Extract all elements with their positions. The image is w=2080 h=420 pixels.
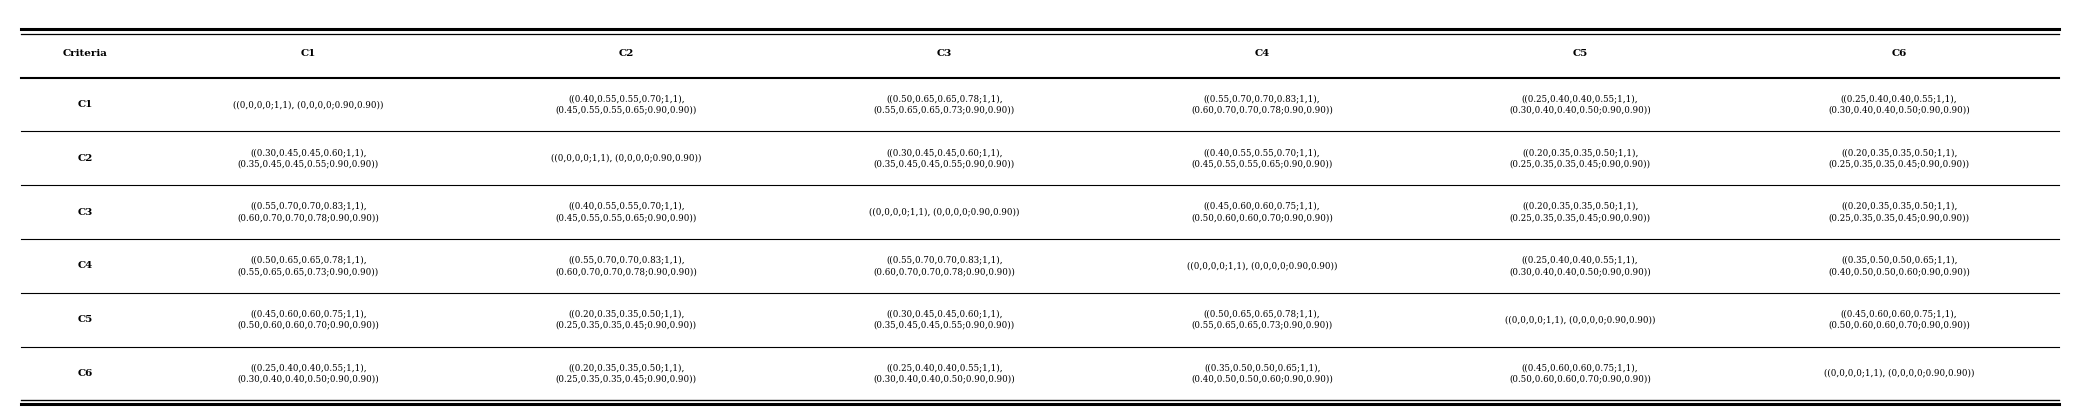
Text: ((0.55,0.70,0.70,0.83;1,1),
(0.60,0.70,0.70,0.78;0.90,0.90)): ((0.55,0.70,0.70,0.83;1,1), (0.60,0.70,0…: [1192, 94, 1333, 115]
Text: ((0.55,0.70,0.70,0.83;1,1),
(0.60,0.70,0.70,0.78;0.90,0.90)): ((0.55,0.70,0.70,0.83;1,1), (0.60,0.70,0…: [874, 256, 1015, 276]
Text: C2: C2: [618, 49, 634, 58]
Text: ((0.40,0.55,0.55,0.70;1,1),
(0.45,0.55,0.55,0.65;0.90,0.90)): ((0.40,0.55,0.55,0.70;1,1), (0.45,0.55,0…: [555, 94, 697, 115]
Text: C1: C1: [77, 100, 94, 109]
Text: Criteria: Criteria: [62, 49, 108, 58]
Text: ((0.55,0.70,0.70,0.83;1,1),
(0.60,0.70,0.70,0.78;0.90,0.90)): ((0.55,0.70,0.70,0.83;1,1), (0.60,0.70,0…: [555, 256, 697, 276]
Text: ((0.20,0.35,0.35,0.50;1,1),
(0.25,0.35,0.35,0.45;0.90,0.90)): ((0.20,0.35,0.35,0.50;1,1), (0.25,0.35,0…: [555, 310, 697, 330]
Text: ((0.40,0.55,0.55,0.70;1,1),
(0.45,0.55,0.55,0.65;0.90,0.90)): ((0.40,0.55,0.55,0.70;1,1), (0.45,0.55,0…: [1192, 148, 1333, 168]
Text: C1: C1: [300, 49, 316, 58]
Text: C3: C3: [936, 49, 953, 58]
Text: C5: C5: [1572, 49, 1587, 58]
Text: ((0,0,0,0;1,1), (0,0,0,0;0.90,0.90)): ((0,0,0,0;1,1), (0,0,0,0;0.90,0.90)): [869, 207, 1019, 217]
Text: C6: C6: [1891, 49, 1907, 58]
Text: ((0.20,0.35,0.35,0.50;1,1),
(0.25,0.35,0.35,0.45;0.90,0.90)): ((0.20,0.35,0.35,0.50;1,1), (0.25,0.35,0…: [1828, 148, 1970, 168]
Text: ((0,0,0,0;1,1), (0,0,0,0;0.90,0.90)): ((0,0,0,0;1,1), (0,0,0,0;0.90,0.90)): [233, 100, 383, 109]
Text: ((0.25,0.40,0.40,0.55;1,1),
(0.30,0.40,0.40,0.50;0.90,0.90)): ((0.25,0.40,0.40,0.55;1,1), (0.30,0.40,0…: [1510, 94, 1652, 115]
Text: ((0,0,0,0;1,1), (0,0,0,0;0.90,0.90)): ((0,0,0,0;1,1), (0,0,0,0;0.90,0.90)): [1824, 369, 1974, 378]
Text: ((0.20,0.35,0.35,0.50;1,1),
(0.25,0.35,0.35,0.45;0.90,0.90)): ((0.20,0.35,0.35,0.50;1,1), (0.25,0.35,0…: [1510, 202, 1652, 222]
Text: ((0.55,0.70,0.70,0.83;1,1),
(0.60,0.70,0.70,0.78;0.90,0.90)): ((0.55,0.70,0.70,0.83;1,1), (0.60,0.70,0…: [237, 202, 379, 222]
Text: ((0,0,0,0;1,1), (0,0,0,0;0.90,0.90)): ((0,0,0,0;1,1), (0,0,0,0;0.90,0.90)): [551, 154, 701, 163]
Text: ((0.30,0.45,0.45,0.60;1,1),
(0.35,0.45,0.45,0.55;0.90,0.90)): ((0.30,0.45,0.45,0.60;1,1), (0.35,0.45,0…: [237, 148, 379, 168]
Text: C2: C2: [77, 154, 94, 163]
Text: ((0.20,0.35,0.35,0.50;1,1),
(0.25,0.35,0.35,0.45;0.90,0.90)): ((0.20,0.35,0.35,0.50;1,1), (0.25,0.35,0…: [1828, 202, 1970, 222]
Text: ((0.20,0.35,0.35,0.50;1,1),
(0.25,0.35,0.35,0.45;0.90,0.90)): ((0.20,0.35,0.35,0.50;1,1), (0.25,0.35,0…: [1510, 148, 1652, 168]
Text: ((0.45,0.60,0.60,0.75;1,1),
(0.50,0.60,0.60,0.70;0.90,0.90)): ((0.45,0.60,0.60,0.75;1,1), (0.50,0.60,0…: [1192, 202, 1333, 222]
Text: ((0.45,0.60,0.60,0.75;1,1),
(0.50,0.60,0.60,0.70;0.90,0.90)): ((0.45,0.60,0.60,0.75;1,1), (0.50,0.60,0…: [237, 310, 379, 330]
Text: C6: C6: [77, 369, 94, 378]
Text: ((0,0,0,0;1,1), (0,0,0,0;0.90,0.90)): ((0,0,0,0;1,1), (0,0,0,0;0.90,0.90)): [1506, 315, 1656, 324]
Text: ((0.50,0.65,0.65,0.78;1,1),
(0.55,0.65,0.65,0.73;0.90,0.90)): ((0.50,0.65,0.65,0.78;1,1), (0.55,0.65,0…: [237, 256, 379, 276]
Text: C3: C3: [77, 207, 94, 217]
Text: ((0.25,0.40,0.40,0.55;1,1),
(0.30,0.40,0.40,0.50;0.90,0.90)): ((0.25,0.40,0.40,0.55;1,1), (0.30,0.40,0…: [874, 363, 1015, 383]
Text: C4: C4: [1254, 49, 1269, 58]
Text: ((0.40,0.55,0.55,0.70;1,1),
(0.45,0.55,0.55,0.65;0.90,0.90)): ((0.40,0.55,0.55,0.70;1,1), (0.45,0.55,0…: [555, 202, 697, 222]
Text: ((0.25,0.40,0.40,0.55;1,1),
(0.30,0.40,0.40,0.50;0.90,0.90)): ((0.25,0.40,0.40,0.55;1,1), (0.30,0.40,0…: [1828, 94, 1970, 115]
Text: C5: C5: [77, 315, 94, 324]
Text: ((0.35,0.50,0.50,0.65;1,1),
(0.40,0.50,0.50,0.60;0.90,0.90)): ((0.35,0.50,0.50,0.65;1,1), (0.40,0.50,0…: [1192, 363, 1333, 383]
Text: ((0.50,0.65,0.65,0.78;1,1),
(0.55,0.65,0.65,0.73;0.90,0.90)): ((0.50,0.65,0.65,0.78;1,1), (0.55,0.65,0…: [1192, 310, 1333, 330]
Text: ((0.45,0.60,0.60,0.75;1,1),
(0.50,0.60,0.60,0.70;0.90,0.90)): ((0.45,0.60,0.60,0.75;1,1), (0.50,0.60,0…: [1510, 363, 1652, 383]
Text: ((0.50,0.65,0.65,0.78;1,1),
(0.55,0.65,0.65,0.73;0.90,0.90)): ((0.50,0.65,0.65,0.78;1,1), (0.55,0.65,0…: [874, 94, 1015, 115]
Text: ((0.45,0.60,0.60,0.75;1,1),
(0.50,0.60,0.60,0.70;0.90,0.90)): ((0.45,0.60,0.60,0.75;1,1), (0.50,0.60,0…: [1828, 310, 1970, 330]
Text: ((0.20,0.35,0.35,0.50;1,1),
(0.25,0.35,0.35,0.45;0.90,0.90)): ((0.20,0.35,0.35,0.50;1,1), (0.25,0.35,0…: [555, 363, 697, 383]
Text: ((0.35,0.50,0.50,0.65;1,1),
(0.40,0.50,0.50,0.60;0.90,0.90)): ((0.35,0.50,0.50,0.65;1,1), (0.40,0.50,0…: [1828, 256, 1970, 276]
Text: ((0.30,0.45,0.45,0.60;1,1),
(0.35,0.45,0.45,0.55;0.90,0.90)): ((0.30,0.45,0.45,0.60;1,1), (0.35,0.45,0…: [874, 148, 1015, 168]
Text: ((0.30,0.45,0.45,0.60;1,1),
(0.35,0.45,0.45,0.55;0.90,0.90)): ((0.30,0.45,0.45,0.60;1,1), (0.35,0.45,0…: [874, 310, 1015, 330]
Text: ((0,0,0,0;1,1), (0,0,0,0;0.90,0.90)): ((0,0,0,0;1,1), (0,0,0,0;0.90,0.90)): [1188, 261, 1337, 270]
Text: C4: C4: [77, 261, 94, 270]
Text: ((0.25,0.40,0.40,0.55;1,1),
(0.30,0.40,0.40,0.50;0.90,0.90)): ((0.25,0.40,0.40,0.55;1,1), (0.30,0.40,0…: [1510, 256, 1652, 276]
Text: ((0.25,0.40,0.40,0.55;1,1),
(0.30,0.40,0.40,0.50;0.90,0.90)): ((0.25,0.40,0.40,0.55;1,1), (0.30,0.40,0…: [237, 363, 379, 383]
